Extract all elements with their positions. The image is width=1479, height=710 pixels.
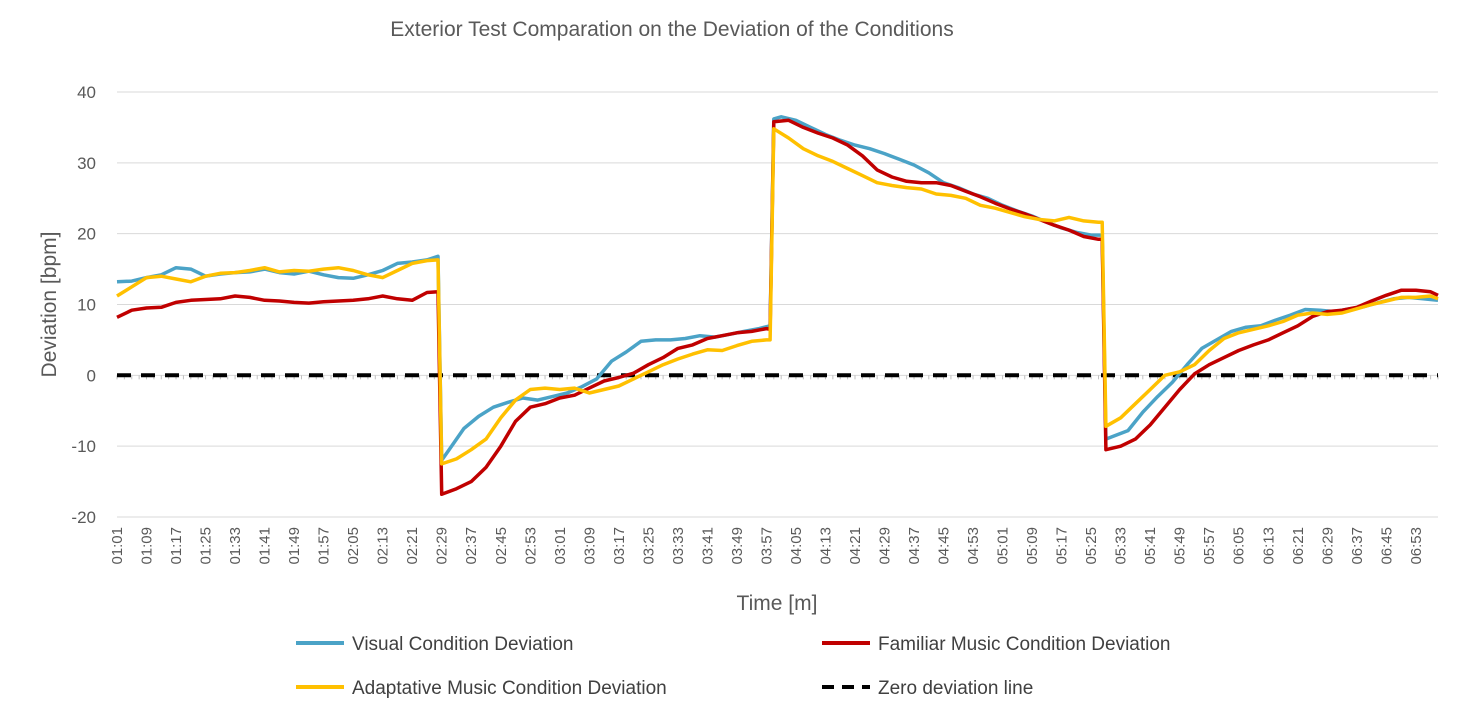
x-tick-label: 02:37: [463, 527, 480, 565]
x-tick-label: 06:21: [1290, 527, 1307, 565]
x-tick-label: 04:05: [788, 527, 805, 565]
y-tick-label: -10: [71, 437, 96, 456]
series-line-2: [116, 127, 1439, 466]
x-tick-label: 01:01: [109, 527, 126, 565]
x-tick-label: 04:29: [877, 527, 894, 565]
series-line-1: [116, 118, 1439, 497]
x-tick-label: 02:29: [434, 527, 451, 565]
x-tick-label: 06:53: [1408, 527, 1425, 565]
x-tick-label: 02:13: [375, 527, 392, 565]
x-tick-labels: 01:01 01:09 01:17 01:25 01:33 01:41 01:49 01:57…: [109, 527, 1425, 565]
x-tick-label: 03:49: [729, 527, 746, 565]
series-layer: [116, 115, 1439, 497]
legend-label: Zero deviation line: [878, 678, 1033, 699]
x-tick-label: 05:01: [995, 527, 1012, 565]
x-tick-label: 03:57: [758, 527, 775, 565]
y-tick-label: 0: [87, 366, 96, 385]
legend-label: Adaptative Music Condition Deviation: [352, 678, 667, 699]
legend: Visual Condition Deviation Familiar Music…: [296, 634, 1171, 699]
x-tick-label: 01:17: [168, 527, 185, 565]
x-tick-label: 01:41: [257, 527, 274, 565]
legend-label: Familiar Music Condition Deviation: [878, 634, 1171, 655]
x-tick-label: 03:25: [640, 527, 657, 565]
x-tick-label: 01:25: [198, 527, 215, 565]
x-tick-label: 03:09: [581, 527, 598, 565]
x-tick-label: 05:41: [1142, 527, 1159, 565]
y-axis-label: Deviation [bpm]: [38, 232, 61, 378]
y-tick-label: 10: [77, 296, 96, 315]
x-tick-label: 06:45: [1378, 527, 1395, 565]
x-tick-label: 01:09: [139, 527, 156, 565]
x-tick-label: 01:33: [227, 527, 244, 565]
x-tick-label: 06:13: [1260, 527, 1277, 565]
x-tick-label: 03:41: [699, 527, 716, 565]
series-line-0: [116, 115, 1439, 463]
x-tick-label: 05:33: [1113, 527, 1130, 565]
chart-title: Exterior Test Comparation on the Deviati…: [390, 18, 953, 41]
x-tick-label: 03:33: [670, 527, 687, 565]
x-tick-label: 02:21: [404, 527, 421, 565]
x-tick-label: 06:37: [1349, 527, 1366, 565]
y-tick-labels: 40 30 20 10 0 -10 -20: [71, 83, 96, 527]
x-axis-label: Time [m]: [737, 592, 818, 615]
x-tick-label: 01:49: [286, 527, 303, 565]
y-tick-label: -20: [71, 508, 96, 527]
x-tick-label: 06:29: [1319, 527, 1336, 565]
x-tick-label: 03:17: [611, 527, 628, 565]
x-tick-label: 02:45: [493, 527, 510, 565]
x-tick-label: 05:25: [1083, 527, 1100, 565]
x-tick-label: 06:05: [1231, 527, 1248, 565]
grid-layer: [116, 91, 1439, 518]
y-tick-label: 30: [77, 154, 96, 173]
x-tick-label: 04:37: [906, 527, 923, 565]
y-tick-label: 40: [77, 83, 96, 102]
x-tick-label: 01:57: [316, 527, 333, 565]
y-tick-label: 20: [77, 225, 96, 244]
x-tick-label: 04:53: [965, 527, 982, 565]
x-tick-label: 04:21: [847, 527, 864, 565]
x-tick-label: 05:17: [1054, 527, 1071, 565]
x-tick-label: 05:57: [1201, 527, 1218, 565]
x-tick-label: 04:45: [936, 527, 953, 565]
x-tick-label: 02:53: [522, 527, 539, 565]
x-tick-label: 05:49: [1172, 527, 1189, 565]
x-tick-label: 05:09: [1024, 527, 1041, 565]
x-tick-label: 04:13: [817, 527, 834, 565]
legend-label: Visual Condition Deviation: [352, 634, 573, 655]
x-tick-label: 02:05: [345, 527, 362, 565]
x-tick-label: 03:01: [552, 527, 569, 565]
